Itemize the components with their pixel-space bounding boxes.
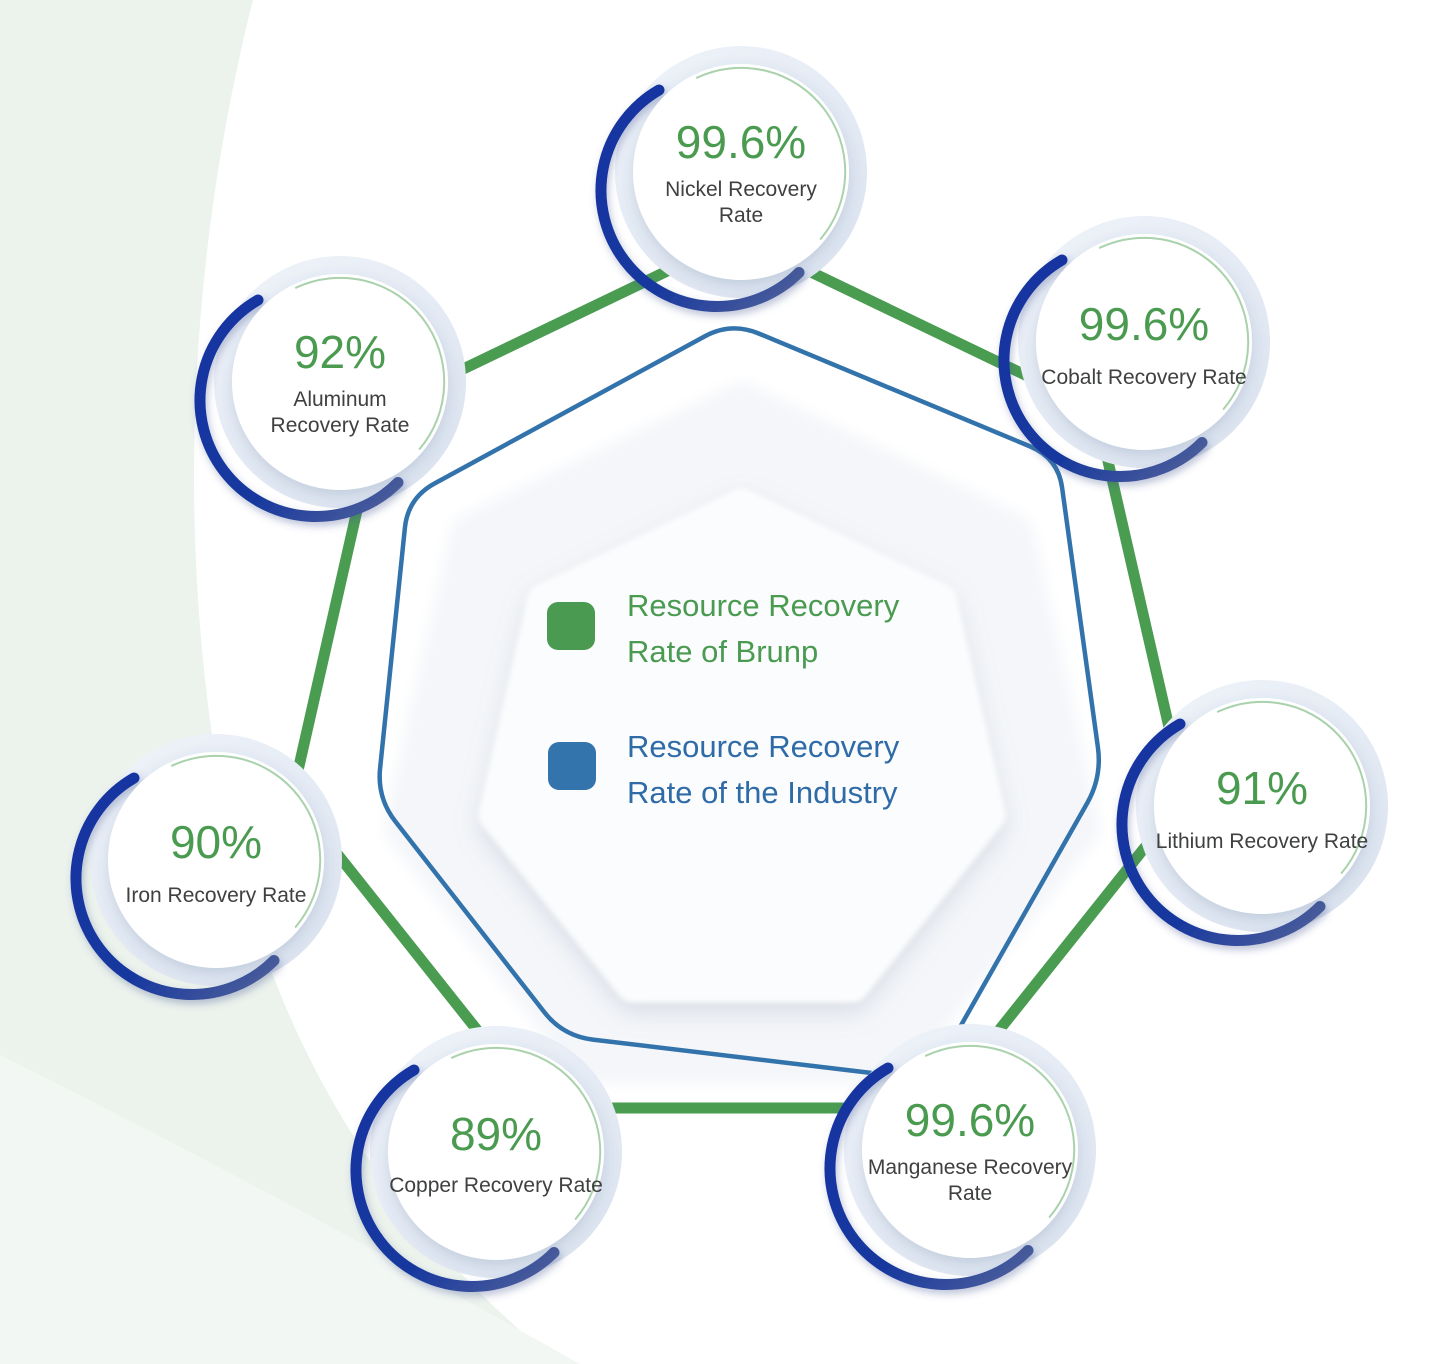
node-lithium: 91% Lithium Recovery Rate	[1122, 680, 1388, 940]
node-iron: 90% Iron Recovery Rate	[76, 734, 342, 994]
node-aluminum: 92% Aluminum Recovery Rate	[200, 256, 466, 516]
legend-industry-swatch	[548, 742, 596, 790]
node-nickel-label-line1: Nickel Recovery	[665, 178, 817, 201]
node-nickel: 99.6% Nickel Recovery Rate	[601, 46, 867, 306]
node-aluminum-value: 92%	[294, 326, 386, 378]
node-manganese-label-line2: Rate	[948, 1182, 992, 1205]
node-lithium-value: 91%	[1216, 762, 1308, 814]
node-aluminum-label-line2: Recovery Rate	[271, 414, 410, 437]
legend: Resource Recovery Rate of Brunp Resource…	[547, 588, 900, 810]
node-nickel-value: 99.6%	[676, 116, 806, 168]
node-lithium-label-line1: Lithium Recovery Rate	[1156, 830, 1368, 853]
node-copper-value: 89%	[450, 1108, 542, 1160]
legend-industry-line1: Resource Recovery	[627, 729, 900, 764]
legend-industry-line2: Rate of the Industry	[627, 775, 898, 810]
node-nickel-label-line2: Rate	[719, 204, 763, 227]
background-mint-shape	[0, 0, 560, 1364]
legend-brunp-swatch	[547, 602, 595, 650]
node-cobalt-value: 99.6%	[1079, 298, 1209, 350]
background-mint-corner-band	[0, 1055, 580, 1364]
node-iron-label-line1: Iron Recovery Rate	[126, 884, 307, 907]
node-cobalt: 99.6% Cobalt Recovery Rate	[1004, 216, 1270, 476]
industry-series-polygon	[377, 326, 1102, 1080]
node-copper-label-line1: Copper Recovery Rate	[389, 1174, 603, 1197]
legend-brunp-line2: Rate of Brunp	[627, 634, 818, 669]
node-aluminum-label-line1: Aluminum	[293, 388, 386, 411]
node-copper: 89% Copper Recovery Rate	[356, 1026, 622, 1286]
node-manganese-label-line1: Manganese Recovery	[868, 1156, 1073, 1179]
node-cobalt-label-line1: Cobalt Recovery Rate	[1041, 366, 1246, 389]
node-iron-value: 90%	[170, 816, 262, 868]
node-manganese: 99.6% Manganese Recovery Rate	[830, 1024, 1096, 1284]
node-manganese-value: 99.6%	[905, 1094, 1035, 1146]
decor-heptagon-inner	[479, 489, 1005, 1002]
legend-brunp-line1: Resource Recovery	[627, 588, 900, 623]
